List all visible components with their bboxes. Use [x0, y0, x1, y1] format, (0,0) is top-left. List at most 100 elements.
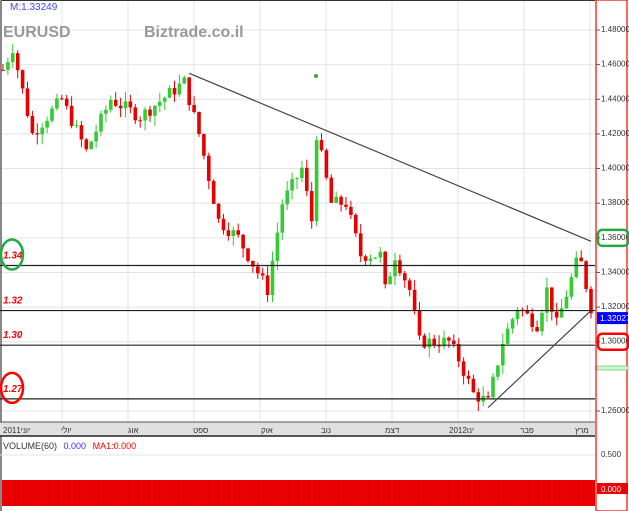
- candle: [74, 120, 79, 129]
- candle: [354, 212, 358, 237]
- time-axis: [0, 422, 595, 436]
- candle-body: [143, 109, 147, 121]
- candle: [314, 136, 319, 227]
- candle-body: [559, 308, 564, 318]
- candle: [373, 257, 378, 260]
- candle-body: [15, 53, 20, 71]
- candle: [192, 96, 196, 114]
- candle-body: [295, 178, 299, 180]
- candle-body: [368, 258, 373, 261]
- candle: [89, 140, 93, 150]
- candle-body: [265, 275, 270, 296]
- candle-body: [153, 105, 157, 116]
- candle: [270, 251, 275, 303]
- candle: [275, 222, 280, 271]
- candle-body: [447, 337, 451, 341]
- candle: [358, 223, 363, 263]
- candle: [505, 322, 510, 345]
- candle-body: [383, 251, 387, 285]
- candle-body: [11, 53, 15, 63]
- candle: [324, 148, 329, 180]
- level-label: 1.30: [3, 330, 23, 341]
- candle: [403, 270, 407, 288]
- candle: [172, 80, 177, 102]
- candle-body: [300, 167, 304, 179]
- candle-body: [403, 273, 407, 281]
- time-tick-label: 2012ינו: [449, 426, 474, 435]
- level-label: 1.27: [3, 384, 23, 395]
- candle: [388, 272, 392, 285]
- axis-tick-label: 1.30000: [601, 337, 629, 346]
- time-tick-label: מרץ: [575, 426, 589, 435]
- candle-body: [349, 206, 353, 215]
- candle-body: [270, 260, 275, 296]
- candle: [104, 105, 108, 123]
- candle-body: [564, 296, 569, 309]
- candle-body: [354, 214, 358, 234]
- candle: [515, 307, 520, 325]
- candle-body: [466, 375, 471, 379]
- candle: [265, 266, 270, 302]
- candle-body: [358, 233, 363, 257]
- candle: [211, 179, 216, 204]
- highlighted-price-box: [596, 332, 629, 351]
- candle-body: [535, 327, 539, 332]
- candle-body: [378, 251, 383, 258]
- candle-body: [530, 313, 534, 328]
- candle-body: [398, 260, 402, 274]
- axis-tick-label: 1.44000: [601, 94, 629, 103]
- candle-body: [574, 257, 579, 278]
- candle: [280, 199, 285, 240]
- level-circle: [0, 371, 25, 405]
- candle-body: [569, 277, 574, 297]
- candle-body: [84, 139, 89, 150]
- candle-body: [496, 365, 500, 377]
- candle-body: [442, 337, 446, 347]
- candle: [290, 172, 294, 200]
- candle-body: [501, 343, 505, 366]
- candle: [162, 96, 167, 111]
- candle: [251, 260, 255, 273]
- candle: [109, 95, 113, 113]
- candle: [236, 223, 240, 238]
- candle: [285, 181, 289, 211]
- candle: [540, 309, 544, 336]
- candle: [241, 234, 245, 258]
- candle: [69, 96, 74, 129]
- candle-body: [167, 88, 172, 98]
- candle-body: [314, 140, 319, 222]
- candle-body: [231, 230, 236, 236]
- candle-body: [407, 280, 412, 290]
- candle: [20, 69, 25, 94]
- candle-body: [74, 125, 79, 127]
- watermark: Biztrade.co.il: [144, 24, 244, 41]
- candle-body: [510, 319, 515, 329]
- volume-label: VOLUME(60): [3, 441, 58, 451]
- candle-body: [251, 260, 255, 267]
- candle: [554, 302, 559, 326]
- candle: [79, 120, 84, 148]
- candle: [412, 280, 417, 315]
- axis-marker: [596, 365, 629, 371]
- time-tick-label: אוק: [261, 426, 273, 435]
- candle: [99, 110, 103, 137]
- candle-body: [324, 150, 329, 178]
- candle: [128, 94, 133, 114]
- candle-body: [452, 340, 456, 344]
- candle: [84, 137, 89, 152]
- candle-body: [236, 230, 240, 235]
- candle: [422, 333, 427, 349]
- candle-body: [334, 196, 338, 203]
- time-tick-label: 2011יוני: [3, 426, 30, 435]
- candle: [300, 161, 304, 183]
- candle: [417, 302, 422, 340]
- candle-body: [64, 98, 69, 106]
- candle-body: [584, 261, 588, 289]
- candle: [177, 74, 182, 97]
- candle-body: [1, 69, 5, 71]
- candle: [207, 152, 211, 190]
- candle: [378, 247, 383, 264]
- candle: [221, 213, 226, 235]
- candle-body: [104, 109, 108, 114]
